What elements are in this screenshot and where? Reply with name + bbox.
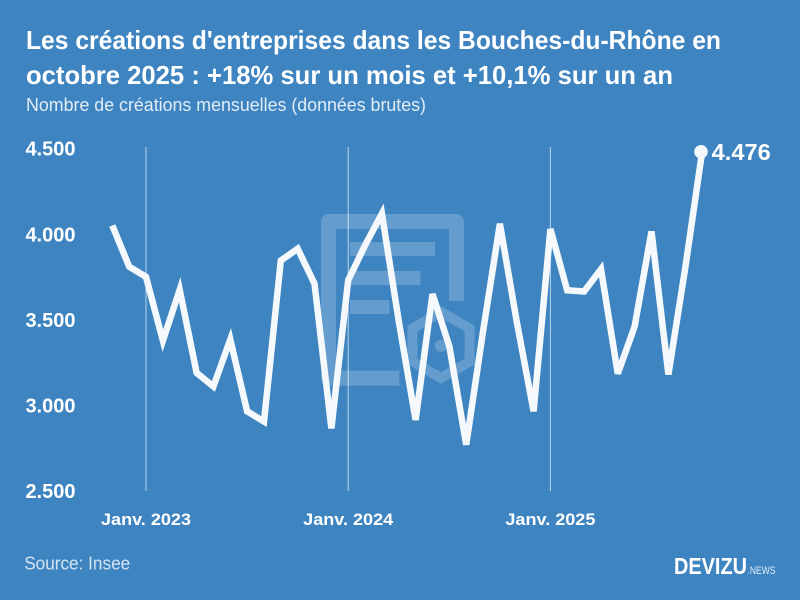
svg-text:Janv. 2023: Janv. 2023	[101, 510, 191, 529]
svg-text:4.500: 4.500	[25, 139, 75, 161]
svg-text:Nombre de créations mensuelles: Nombre de créations mensuelles (données …	[26, 95, 426, 115]
svg-text:3.000: 3.000	[25, 396, 75, 418]
svg-text:2.500: 2.500	[25, 481, 75, 503]
svg-text:Janv. 2024: Janv. 2024	[303, 510, 394, 529]
svg-text:octobre 2025 : +18% sur un moi: octobre 2025 : +18% sur un mois et +10,1…	[26, 60, 673, 90]
svg-text:Source: Insee: Source: Insee	[24, 554, 130, 574]
svg-text:4.476: 4.476	[712, 139, 771, 165]
svg-text:.NEWS: .NEWS	[748, 565, 776, 577]
svg-text:DEVIZU: DEVIZU	[674, 553, 747, 579]
svg-text:4.000: 4.000	[25, 224, 75, 246]
svg-text:Janv. 2025: Janv. 2025	[505, 510, 595, 529]
svg-text:3.500: 3.500	[25, 310, 75, 332]
svg-text:Les créations d'entreprises da: Les créations d'entreprises dans les Bou…	[26, 25, 721, 55]
